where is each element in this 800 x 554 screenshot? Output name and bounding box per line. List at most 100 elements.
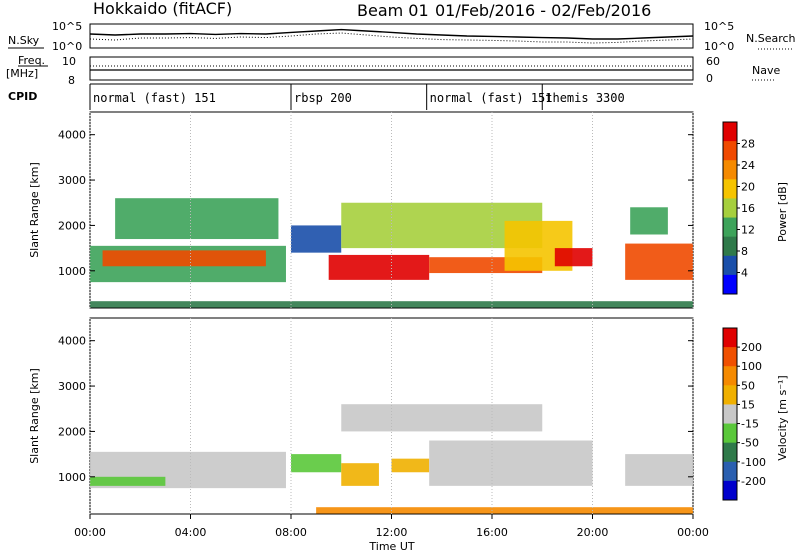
velocity-panel: Slant Range [km] 1000 2000 3000 4000 200 100…	[28, 317, 789, 515]
colorbar-tick-label: 200	[741, 341, 762, 354]
velocity-cbar-label: Velocity [m s⁻¹]	[776, 375, 789, 460]
freq-right-tick-bottom: 0	[706, 72, 713, 85]
noise-series-0	[89, 28, 694, 40]
noise-left-tick-bottom: 10^0	[52, 40, 82, 53]
colorbar-swatch	[723, 385, 737, 405]
colorbar-swatch	[723, 404, 737, 425]
ytick-label: 1000	[58, 471, 86, 484]
xtick-label: 00:00	[74, 526, 106, 539]
cpid-segment-label: normal (fast) 151	[430, 91, 553, 105]
xtick-label: 16:00	[476, 526, 508, 539]
ytick-label: 3000	[58, 380, 86, 393]
colorbar-swatch	[723, 255, 737, 276]
noise-right-tick-bottom: 10^0	[704, 40, 734, 53]
freq-frame	[89, 56, 694, 81]
ytick-label: 4000	[58, 129, 86, 142]
cpid-label: CPID	[8, 90, 37, 103]
colorbar-swatch	[723, 160, 737, 180]
colorbar-frame	[722, 327, 738, 501]
x-axis: 00:00 04:00 08:00 12:00 16:00 20:00 00:00 Time…	[74, 514, 709, 553]
heatmap-cell	[90, 476, 166, 486]
xtick-label: 08:00	[275, 526, 307, 539]
colorbar-tick-label: 4	[741, 267, 748, 280]
colorbar-tick-label: -50	[741, 437, 759, 450]
cpid-segment-label: normal (fast) 151	[93, 91, 216, 105]
nave-label: Nave	[752, 64, 780, 77]
colorbar-swatch	[723, 198, 737, 219]
heatmap-cell	[341, 404, 543, 432]
heatmap-cell	[341, 463, 379, 486]
ytick-label: 3000	[58, 174, 86, 187]
heatmap-cell	[630, 207, 668, 235]
ytick-label: 2000	[58, 219, 86, 232]
colorbar-tick-label: 24	[741, 159, 755, 172]
ytick-label: 1000	[58, 265, 86, 278]
heatmap-cell	[625, 243, 693, 280]
freq-label: Freq.	[18, 54, 45, 67]
nsky-label: N.Sky	[8, 34, 40, 47]
freq-left-tick-top: 10	[62, 55, 76, 68]
heatmap-cell	[102, 250, 266, 267]
colorbar-swatch	[723, 480, 737, 501]
colorbar-tick-label: 8	[741, 245, 748, 258]
freq-unit-label: [MHz]	[6, 67, 38, 80]
colorbar-swatch	[723, 217, 737, 238]
nsearch-label: N.Search	[746, 32, 796, 45]
noise-right-tick-top: 10^5	[704, 20, 734, 33]
colorbar-tick-label: 100	[741, 360, 762, 373]
radar-title: Hokkaido (fitACF)	[93, 0, 232, 18]
power-panel: Slant Range [km] 1000 2000 3000 4000 4 8 12 16…	[28, 111, 789, 309]
noise-left-tick-top: 10^5	[52, 20, 82, 33]
colorbar-tick-label: -200	[741, 475, 766, 488]
heatmap-cell	[625, 454, 693, 486]
freq-right-tick-top: 60	[706, 55, 720, 68]
colorbar-tick-label: 16	[741, 202, 755, 215]
colorbar-swatch	[723, 366, 737, 386]
noise-panel: N.Sky 10^5 10^0 10^5 10^0 N.Search	[8, 20, 796, 53]
colorbar-swatch	[723, 461, 737, 482]
colorbar-swatch	[723, 236, 737, 257]
colorbar-swatch	[723, 328, 737, 348]
heatmap-cell	[391, 458, 430, 473]
freq-left-tick-bottom: 8	[68, 74, 75, 87]
noise-series-1	[89, 32, 694, 44]
heatmap-cell	[291, 225, 342, 253]
colorbar-swatch	[723, 347, 737, 367]
noise-frame	[89, 23, 694, 49]
colorbar-swatch	[723, 423, 737, 444]
colorbar-tick-label: 20	[741, 181, 755, 194]
xtick-label: 00:00	[677, 526, 709, 539]
colorbar-tick-label: -15	[741, 418, 759, 431]
heatmap-cell	[429, 440, 593, 486]
xtick-label: 12:00	[376, 526, 408, 539]
colorbar-swatch	[723, 442, 737, 463]
heatmap-cell	[316, 507, 693, 514]
colorbar-swatch	[723, 122, 737, 142]
ytick-label: 2000	[58, 425, 86, 438]
velocity-ylabel: Slant Range [km]	[28, 368, 41, 464]
colorbar-tick-label: 15	[741, 398, 755, 411]
colorbar-tick-label: -100	[741, 456, 766, 469]
date-range: 01/Feb/2016 - 02/Feb/2016	[435, 1, 651, 20]
beam-title: Beam 01	[357, 1, 429, 20]
colorbar-tick-label: 50	[741, 379, 755, 392]
colorbar-swatch	[723, 141, 737, 161]
heatmap-cell	[115, 198, 279, 240]
xtick-label: 04:00	[175, 526, 207, 539]
xtick-label: 20:00	[577, 526, 609, 539]
heatmap-cell	[328, 254, 430, 280]
x-axis-label: Time UT	[368, 540, 414, 553]
power-cbar-label: Power [dB]	[776, 182, 789, 242]
cpid-strip: CPID normal (fast) 151 rbsp 200 normal (fa…	[8, 83, 693, 110]
colorbar-tick-label: 28	[741, 138, 755, 151]
colorbar-tick-label: 12	[741, 224, 755, 237]
ytick-label: 4000	[58, 335, 86, 348]
power-ylabel: Slant Range [km]	[28, 162, 41, 258]
heatmap-cell	[291, 454, 342, 473]
heatmap-cell	[554, 248, 593, 267]
colorbar-swatch	[723, 179, 737, 199]
cpid-segment-label: themis 3300	[545, 91, 624, 105]
freq-panel: Freq. [MHz] 10 8 60 0 Nave	[6, 54, 780, 87]
cpid-segment-label: rbsp 200	[294, 91, 352, 105]
